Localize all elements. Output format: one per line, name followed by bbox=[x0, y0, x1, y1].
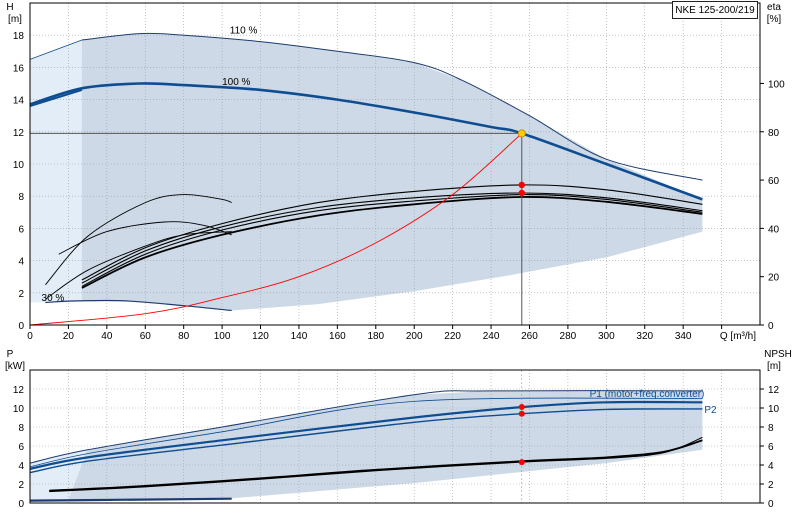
head-curve-110-ext bbox=[29, 39, 83, 60]
eta-tick-label-5: 100 bbox=[768, 79, 785, 90]
legend-p2: P2 bbox=[704, 405, 717, 416]
x-tick-label-12: 240 bbox=[483, 331, 500, 342]
power-tick-label-1: 2 bbox=[18, 480, 24, 491]
x-tick-label-10: 200 bbox=[406, 331, 423, 342]
eta-axis-label: eta bbox=[767, 2, 781, 13]
power-tick-label-3: 6 bbox=[18, 442, 24, 453]
npsh-axis-label: NPSH bbox=[764, 349, 792, 360]
head-tick-label-8: 16 bbox=[13, 63, 25, 74]
power-tick-label-4: 8 bbox=[18, 423, 24, 434]
x-tick-label-0: 0 bbox=[27, 331, 33, 342]
x-tick-label-17: 340 bbox=[675, 331, 692, 342]
power-envelope-light-zone bbox=[30, 449, 88, 501]
head-curve-110 bbox=[81, 32, 703, 181]
power-curve-110 bbox=[29, 390, 703, 464]
head-tick-label-6: 12 bbox=[13, 128, 25, 139]
npsh-tick-label-1: 2 bbox=[768, 480, 774, 491]
npsh-curve-1 bbox=[49, 436, 703, 493]
npsh-curve-0 bbox=[49, 439, 703, 492]
eta-partial-curve-1 bbox=[58, 221, 232, 255]
head-tick-label-0: 0 bbox=[18, 321, 24, 332]
power-plot-frame bbox=[29, 369, 761, 504]
duty-point bbox=[517, 129, 526, 138]
head-plot-frame bbox=[29, 2, 761, 326]
head-curve-30 bbox=[45, 299, 232, 312]
power-tick-label-2: 4 bbox=[18, 461, 24, 472]
p2-curve-100 bbox=[29, 408, 703, 474]
legend-p1: P1 (motor+freq.converter) bbox=[590, 389, 705, 400]
power-tick-label-0: 0 bbox=[18, 499, 24, 510]
head-curve-100 bbox=[29, 82, 703, 201]
head-curve-100-ext bbox=[29, 88, 83, 107]
x-tick-label-14: 280 bbox=[560, 331, 577, 342]
eta-curve-0 bbox=[81, 192, 703, 284]
speed-label-1: 100 % bbox=[222, 77, 250, 88]
x-tick-label-2: 40 bbox=[101, 331, 113, 342]
power-axis-unit: [kW] bbox=[5, 361, 25, 372]
npsh-tick-label-0: 0 bbox=[768, 499, 774, 510]
head-tick-label-3: 6 bbox=[18, 224, 24, 235]
eta-tick-label-2: 40 bbox=[768, 224, 780, 235]
eta-point-0 bbox=[518, 181, 525, 189]
x-tick-label-11: 220 bbox=[444, 331, 461, 342]
eta-point-1 bbox=[518, 189, 525, 197]
head-tick-label-5: 10 bbox=[13, 160, 25, 171]
power-tick-label-6: 12 bbox=[13, 385, 25, 396]
npsh-tick-label-5: 10 bbox=[768, 404, 780, 415]
power-curve-30 bbox=[29, 497, 232, 502]
power-axis-label: P bbox=[7, 349, 14, 360]
x-tick-label-6: 120 bbox=[252, 331, 269, 342]
eta-tick-label-0: 0 bbox=[768, 321, 774, 332]
eta-tick-label-4: 80 bbox=[768, 128, 780, 139]
head-tick-label-7: 14 bbox=[13, 96, 25, 107]
eta-tick-label-1: 20 bbox=[768, 273, 780, 284]
x-tick-label-8: 160 bbox=[329, 331, 346, 342]
eta-axis-unit: [%] bbox=[767, 14, 782, 25]
speed-label-0: 110 % bbox=[230, 26, 258, 37]
system-curve bbox=[29, 133, 523, 326]
power-point-1 bbox=[518, 410, 525, 417]
npsh-axis-unit: [m] bbox=[767, 361, 781, 372]
power-operating-envelope bbox=[30, 390, 703, 501]
eta-partial-curve-2 bbox=[45, 231, 232, 300]
power-tick-label-5: 10 bbox=[13, 404, 25, 415]
speed-label-2: 30 % bbox=[42, 293, 65, 304]
head-tick-label-2: 4 bbox=[18, 257, 24, 268]
power-point-2 bbox=[518, 459, 525, 466]
head-axis-unit: [m] bbox=[8, 14, 22, 25]
p1-curve-100 bbox=[29, 400, 703, 470]
p1-curve-110 bbox=[29, 397, 703, 468]
x-tick-label-7: 140 bbox=[291, 331, 308, 342]
x-tick-label-9: 180 bbox=[367, 331, 384, 342]
eta-curve-3 bbox=[81, 196, 703, 289]
npsh-tick-label-6: 12 bbox=[768, 385, 780, 396]
x-tick-label-5: 100 bbox=[214, 331, 231, 342]
head-tick-label-4: 8 bbox=[18, 192, 24, 203]
eta-curve-2 bbox=[81, 184, 703, 281]
x-tick-label-3: 60 bbox=[140, 331, 152, 342]
head-tick-label-9: 18 bbox=[13, 31, 25, 42]
x-tick-label-13: 260 bbox=[521, 331, 538, 342]
npsh-tick-label-2: 4 bbox=[768, 461, 774, 472]
head-envelope-light-zone bbox=[30, 40, 82, 303]
head-tick-label-1: 2 bbox=[18, 289, 24, 300]
x-tick-label-1: 20 bbox=[63, 331, 75, 342]
x-axis-label: Q [m³/h] bbox=[720, 331, 756, 342]
x-tick-label-4: 80 bbox=[178, 331, 190, 342]
x-tick-label-16: 320 bbox=[636, 331, 653, 342]
x-tick-label-15: 300 bbox=[598, 331, 615, 342]
power-point-0 bbox=[518, 404, 525, 411]
pump-model-box: NKE 125-200/219 bbox=[672, 1, 758, 19]
npsh-tick-label-3: 6 bbox=[768, 442, 774, 453]
eta-curve-1 bbox=[81, 194, 703, 287]
npsh-tick-label-4: 8 bbox=[768, 423, 774, 434]
eta-tick-label-3: 60 bbox=[768, 176, 780, 187]
head-axis-label: H bbox=[6, 2, 13, 13]
